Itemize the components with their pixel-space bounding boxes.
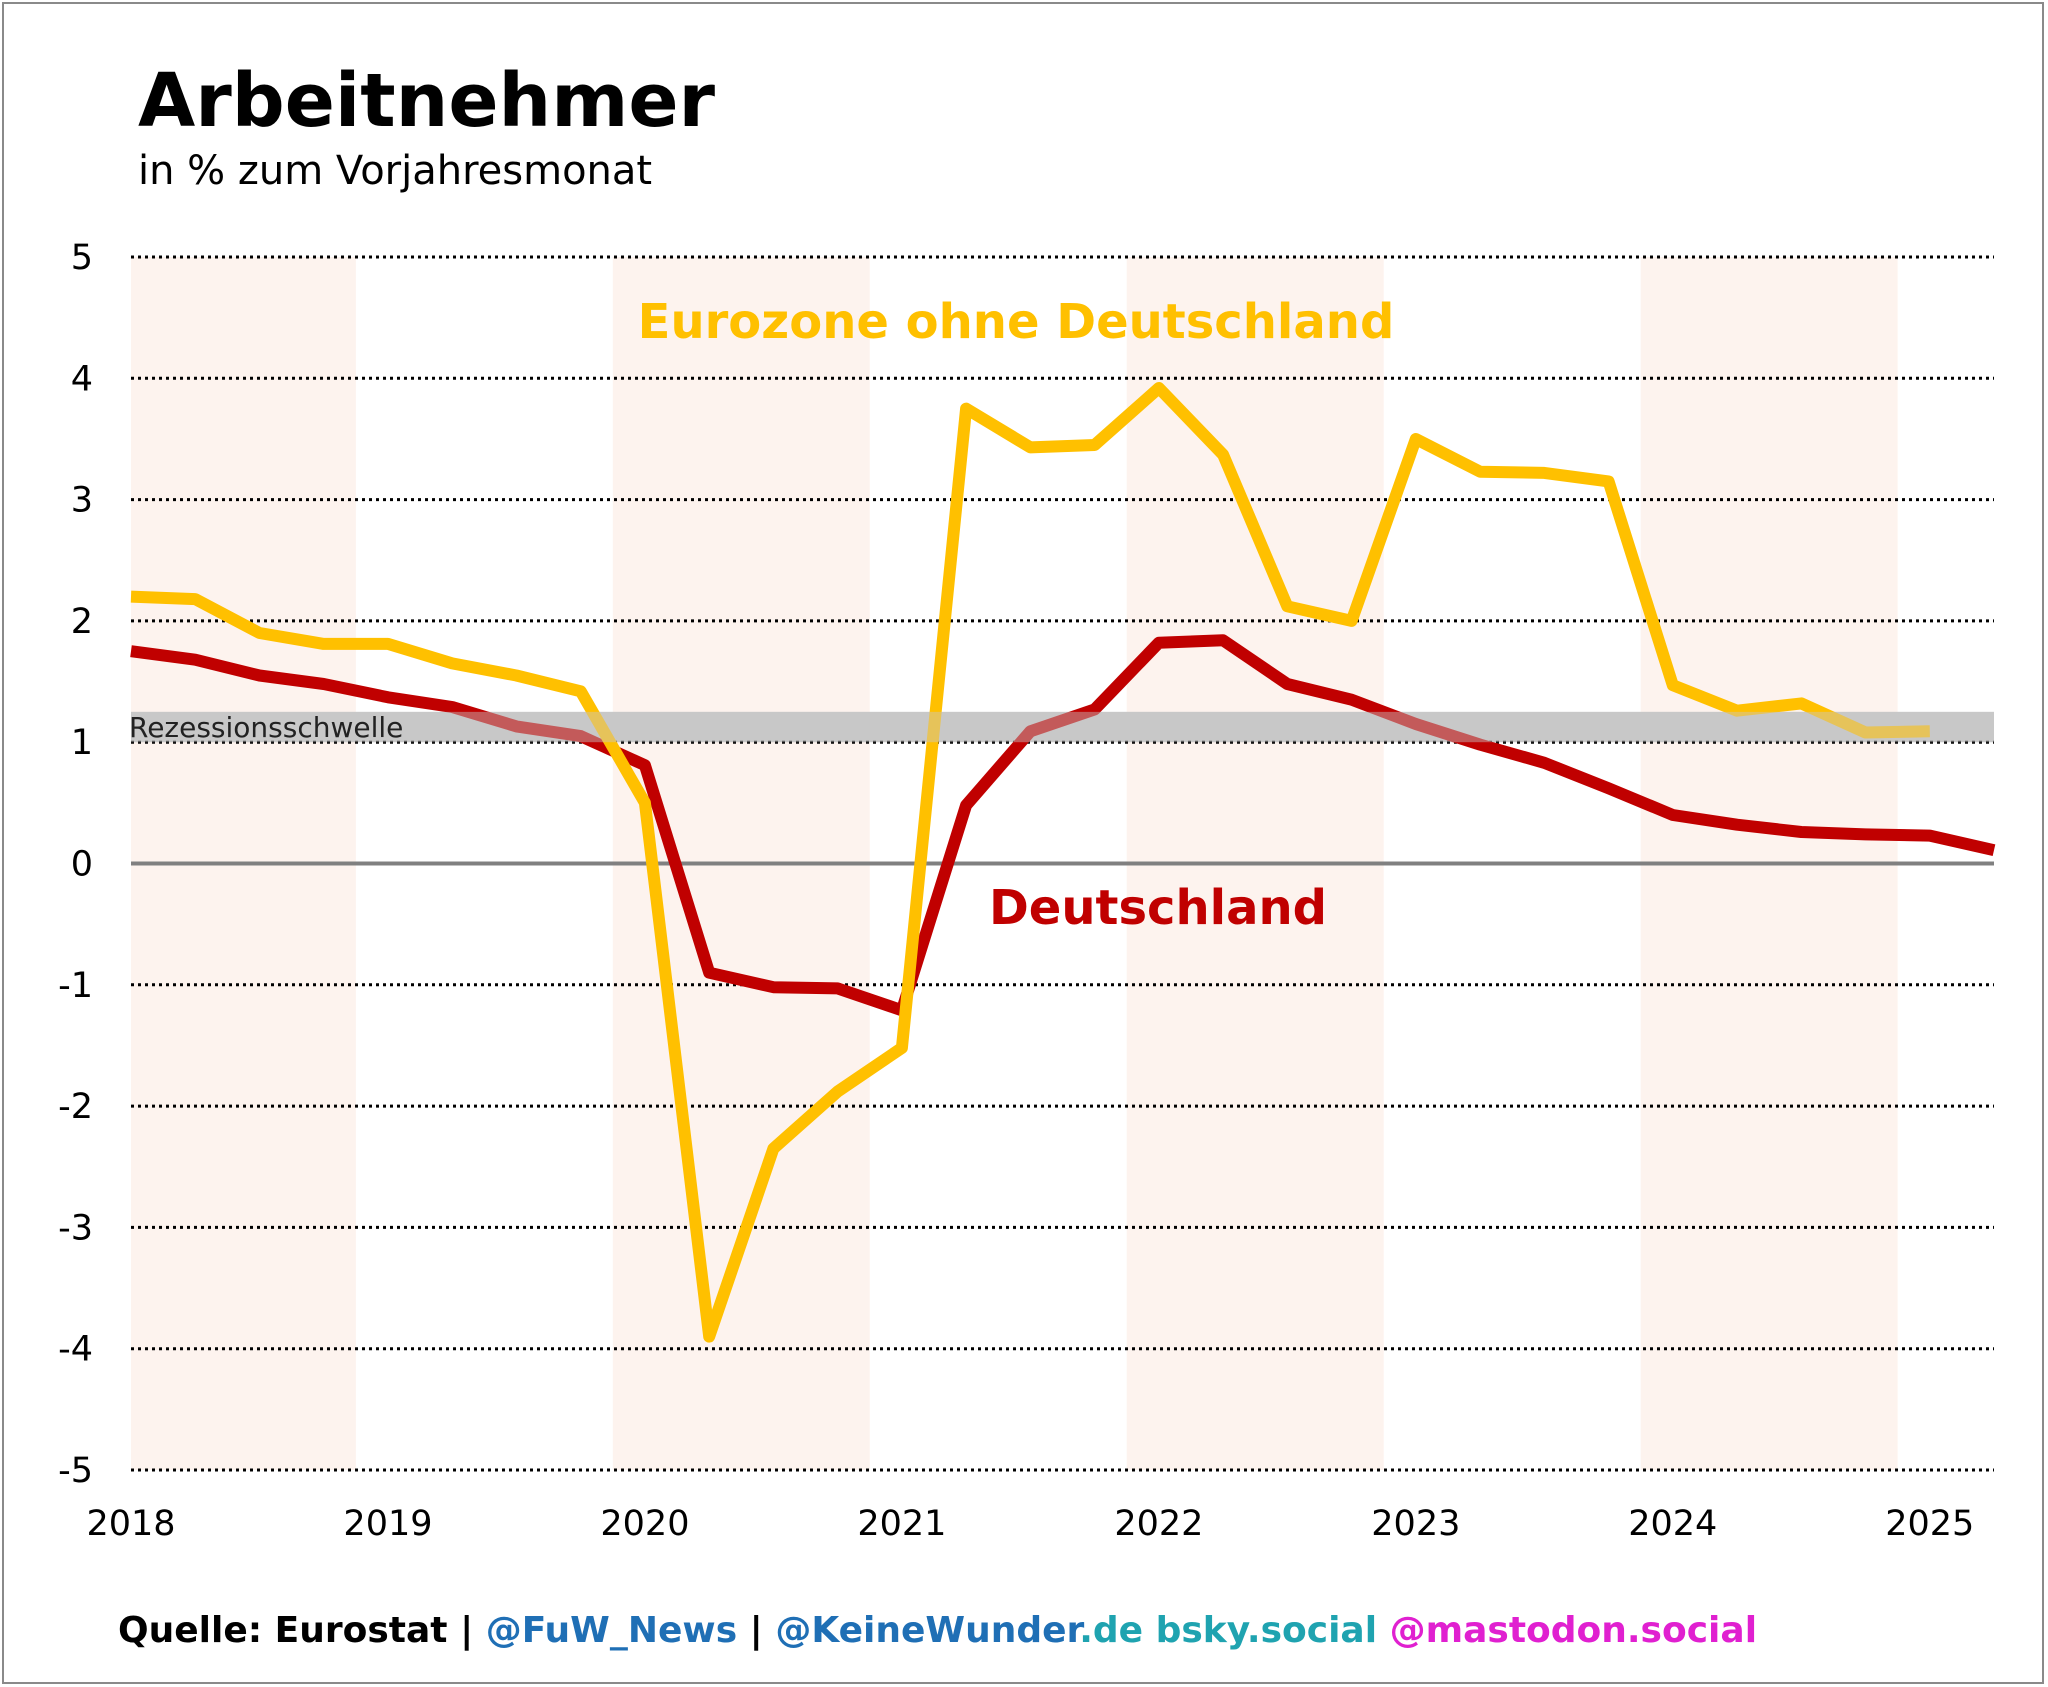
fuw-news-handle[interactable]: @FuW_News <box>485 1610 738 1651</box>
x-tick-label: 2018 <box>86 1504 175 1544</box>
y-axis-ticks: 5 4 3 2 1 0 -1 -2 -3 -4 -5 <box>58 238 93 1491</box>
series-label-deutschland: Deutschland <box>989 880 1327 936</box>
series-lines <box>130 382 1996 1343</box>
y-tick-label: -3 <box>58 1208 93 1248</box>
y-tick-label: 4 <box>71 359 93 399</box>
x-tick-label: 2025 <box>1885 1504 1974 1544</box>
x-tick-label: 2022 <box>1114 1504 1203 1544</box>
keinewunder-handle[interactable]: @KeineWunder <box>775 1610 1080 1651</box>
series-label-eurozone: Eurozone ohne Deutschland <box>638 294 1395 350</box>
series-labels: Rezessionsschwelle Eurozone ohne Deutschl… <box>129 294 1394 936</box>
y-tick-label: -4 <box>58 1330 93 1370</box>
chart-subtitle: in % zum Vorjahresmonat <box>138 148 653 194</box>
chart-title: Arbeitnehmer <box>138 58 716 144</box>
x-tick-label: 2024 <box>1628 1504 1717 1544</box>
y-tick-label: 3 <box>71 481 93 521</box>
y-tick-label: -2 <box>58 1087 93 1127</box>
x-tick-label: 2021 <box>857 1504 946 1544</box>
series-line-eurozone <box>130 382 1930 1343</box>
y-tick-label: 1 <box>71 723 93 763</box>
x-tick-label: 2023 <box>1371 1504 1460 1544</box>
x-tick-label: 2019 <box>343 1504 432 1544</box>
source-text: Quelle: Eurostat <box>118 1610 448 1651</box>
y-tick-label: 2 <box>71 602 93 642</box>
bsky-handle[interactable]: bsky.social <box>1143 1610 1378 1651</box>
y-tick-label: 0 <box>71 845 93 885</box>
y-tick-label: -1 <box>58 966 93 1006</box>
recession-threshold-label: Rezessionsschwelle <box>129 711 403 744</box>
y-tick-label: 5 <box>71 238 93 278</box>
x-axis-ticks: 2018 2019 2020 2021 2022 2023 2024 2025 <box>86 1504 1974 1544</box>
recession-band-overlay <box>131 711 1994 743</box>
series-line-deutschland <box>130 634 1996 1017</box>
y-tick-label: -5 <box>58 1451 93 1491</box>
mastodon-handle[interactable]: @mastodon.social <box>1377 1610 1758 1651</box>
separator: | <box>447 1610 486 1651</box>
separator: | <box>737 1610 776 1651</box>
x-tick-label: 2020 <box>600 1504 689 1544</box>
keinewunder-domain: .de <box>1079 1610 1144 1651</box>
grid-lines <box>131 255 1994 1472</box>
footer-credits: Quelle: Eurostat | @FuW_News | @KeineWun… <box>118 1610 1757 1651</box>
